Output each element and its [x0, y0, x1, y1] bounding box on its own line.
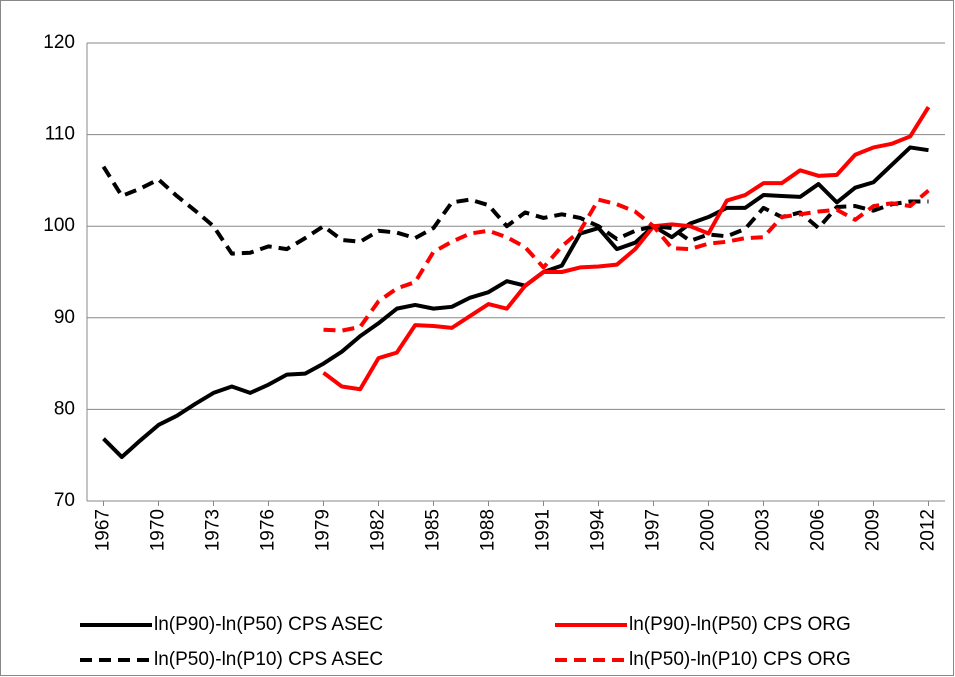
series-line: [323, 188, 930, 333]
x-tick-label: 1979: [313, 509, 334, 551]
series-line: [322, 106, 931, 392]
x-tick-label: 1970: [148, 509, 169, 551]
x-tick-label: 1994: [588, 509, 609, 552]
y-tick-label: 110: [45, 124, 75, 145]
y-tick-label: 100: [43, 215, 75, 236]
y-tick-label: 120: [43, 32, 75, 53]
x-tick-label: 1967: [93, 509, 114, 551]
x-tick-label: 1988: [478, 509, 499, 551]
y-tick-label: 80: [54, 398, 75, 419]
legend-label: ln(P90)-ln(P50) CPS ORG: [629, 614, 851, 635]
x-tick-label: 1985: [423, 509, 444, 551]
x-tick-label: 1997: [643, 509, 664, 551]
legend-label: ln(P50)-ln(P10) CPS ASEC: [154, 649, 383, 670]
x-tick-label: 1976: [258, 509, 279, 551]
x-tick-label: 2003: [753, 509, 774, 551]
x-tick-label: 2006: [808, 509, 829, 551]
x-tick-label: 1973: [203, 509, 224, 551]
x-tick-label: 2000: [698, 509, 719, 551]
x-tick-label: 1982: [368, 509, 389, 551]
legend-label: ln(P50)-ln(P10) CPS ORG: [629, 649, 851, 670]
legend-label: ln(P90)-ln(P50) CPS ASEC: [154, 614, 383, 635]
y-tick-label: 70: [54, 490, 75, 511]
x-tick-label: 1991: [533, 509, 554, 551]
y-tick-label: 90: [54, 307, 75, 328]
x-tick-label: 2009: [863, 509, 884, 551]
series-line: [102, 145, 929, 460]
x-tick-label: 2012: [918, 509, 939, 551]
